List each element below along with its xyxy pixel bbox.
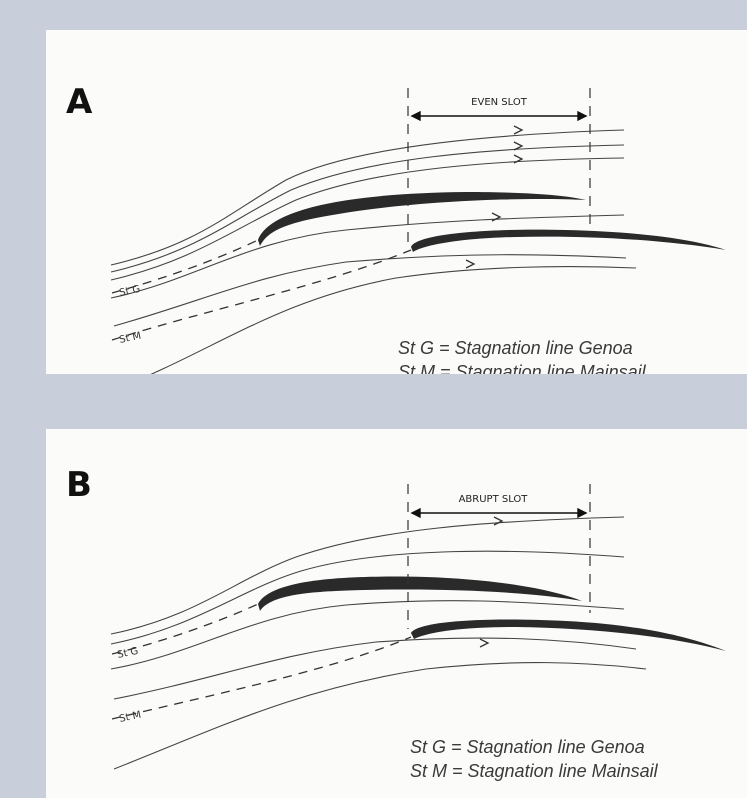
mainsail bbox=[411, 619, 726, 651]
streamline bbox=[113, 637, 637, 700]
genoa-sail bbox=[258, 576, 582, 611]
streamline bbox=[110, 129, 625, 266]
panel-letter: B bbox=[66, 465, 92, 505]
streamline bbox=[113, 254, 627, 327]
legend-genoa: St G = Stagnation line Genoa bbox=[398, 338, 633, 358]
streamline bbox=[150, 266, 637, 374]
streamline bbox=[113, 662, 647, 770]
stagnation-main-label: St M bbox=[118, 331, 142, 346]
stagnation-line-genoa bbox=[111, 239, 259, 294]
stagnation-genoa-label: St G bbox=[118, 284, 141, 299]
panel-letter: A bbox=[66, 82, 93, 122]
diagram-panel-b: B ABRUPT SLOT St G St M bbox=[46, 429, 747, 798]
streamline bbox=[110, 516, 625, 635]
stagnation-line-main bbox=[111, 249, 412, 341]
streamline bbox=[110, 214, 625, 299]
flow-arrow bbox=[465, 259, 476, 269]
flow-arrow bbox=[513, 141, 524, 151]
stagnation-main-label: St M bbox=[118, 710, 142, 725]
flow-arrow bbox=[479, 638, 490, 648]
flow-arrow bbox=[513, 154, 524, 164]
flow-arrow bbox=[491, 212, 502, 222]
flow-arrow bbox=[513, 125, 524, 135]
legend-genoa: St G = Stagnation line Genoa bbox=[410, 737, 645, 757]
slot-diagram-a: EVEN SLOT St G St M bbox=[110, 88, 726, 374]
genoa-sail bbox=[258, 192, 586, 246]
streamline bbox=[110, 550, 625, 645]
streamline bbox=[110, 157, 625, 281]
mainsail bbox=[411, 229, 726, 252]
legend: St G = Stagnation line Genoa St M = Stag… bbox=[398, 336, 646, 374]
streamline bbox=[110, 144, 625, 273]
stagnation-line-main bbox=[111, 636, 412, 720]
flow-arrow bbox=[493, 516, 504, 526]
streamline bbox=[110, 600, 625, 670]
slot-diagram-b: ABRUPT SLOT St G St M bbox=[110, 484, 726, 770]
legend-main: St M = Stagnation line Mainsail bbox=[398, 362, 646, 374]
slot-label: EVEN SLOT bbox=[471, 97, 528, 108]
stagnation-line-genoa bbox=[111, 603, 259, 655]
legend: St G = Stagnation line Genoa St M = Stag… bbox=[410, 735, 658, 783]
slot-label: ABRUPT SLOT bbox=[459, 494, 529, 505]
diagram-panel-a: A bbox=[46, 30, 747, 374]
legend-main: St M = Stagnation line Mainsail bbox=[410, 761, 658, 781]
stagnation-genoa-label: St G bbox=[116, 646, 139, 661]
